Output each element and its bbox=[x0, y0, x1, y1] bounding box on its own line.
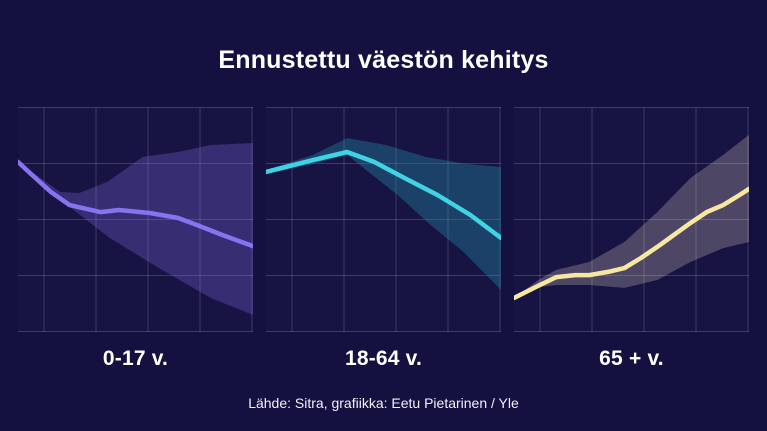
chart-panel-0-17: 0-17 v. bbox=[18, 107, 253, 371]
page-title: Ennustettu väestön kehitys bbox=[218, 46, 549, 74]
area-chart-0-17 bbox=[18, 107, 253, 332]
panel-label-0-17: 0-17 v. bbox=[102, 347, 169, 370]
panel-label-18-64: 18-64 v. bbox=[344, 347, 423, 370]
chart-panel-65plus: 65 + v. bbox=[514, 107, 749, 371]
area-chart-18-64 bbox=[266, 107, 501, 332]
area-chart-65plus bbox=[514, 107, 749, 332]
panel-label-65plus: 65 + v. bbox=[599, 347, 664, 370]
source-credit: Lähde: Sitra, grafiikka: Eetu Pietarinen… bbox=[248, 395, 519, 411]
chart-panel-18-64: 18-64 v. bbox=[266, 107, 501, 371]
chart-panels-row: 0-17 v. 18-64 v. 65 + v. bbox=[18, 107, 749, 371]
